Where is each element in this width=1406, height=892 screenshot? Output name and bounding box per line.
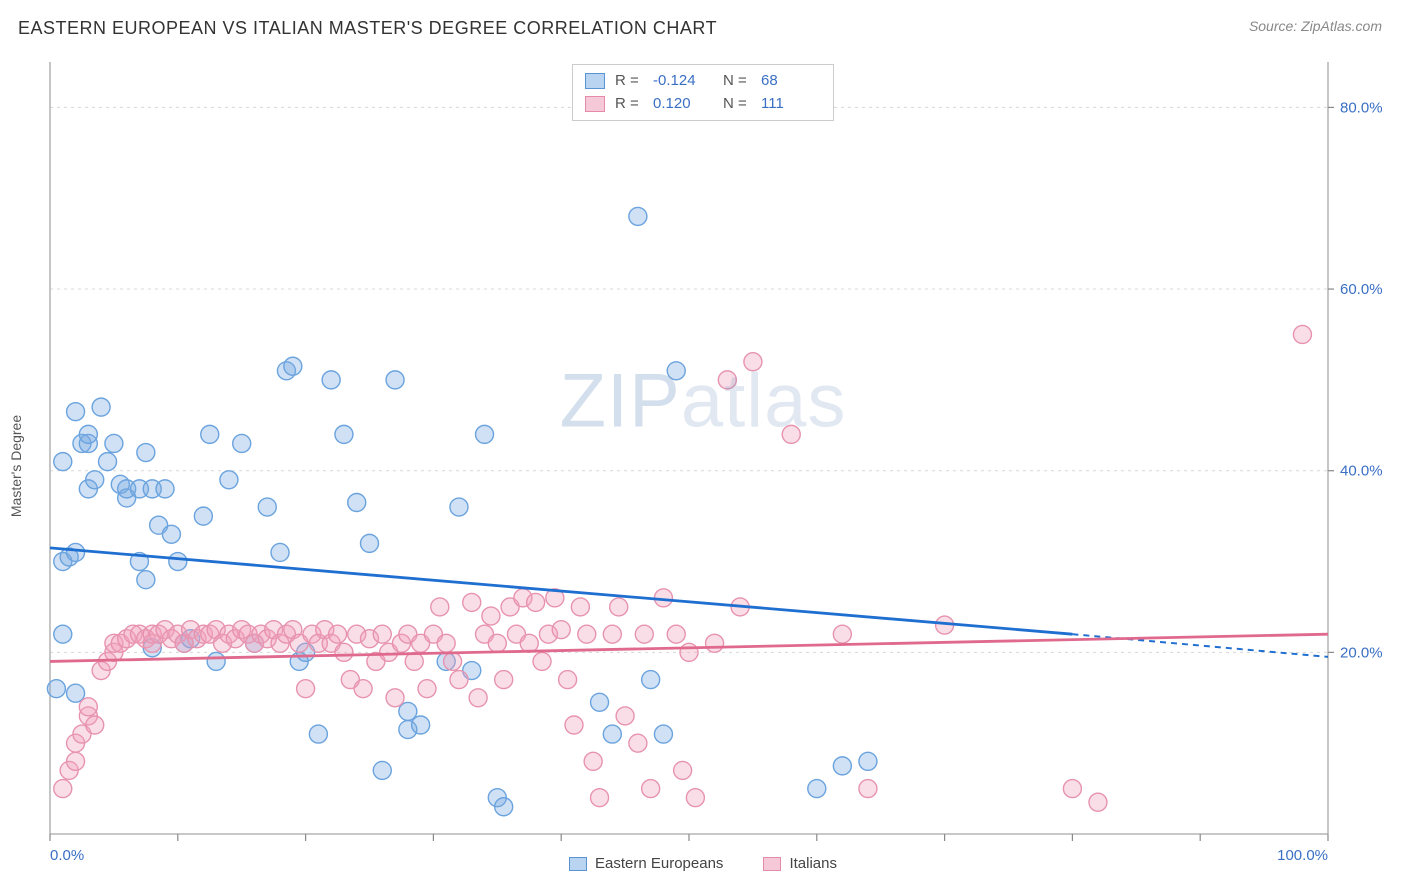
legend-swatch bbox=[763, 857, 781, 871]
correlation-legend-row: R =0.120N =111 bbox=[585, 93, 821, 116]
svg-text:60.0%: 60.0% bbox=[1340, 281, 1383, 298]
series-legend-label: Eastern Europeans bbox=[595, 855, 723, 872]
scatter-plot-svg: 0.0%100.0%20.0%40.0%60.0%80.0% bbox=[18, 58, 1388, 874]
svg-text:20.0%: 20.0% bbox=[1340, 644, 1383, 661]
legend-swatch bbox=[585, 73, 605, 89]
series-legend-item: Italians bbox=[763, 855, 837, 872]
legend-swatch bbox=[585, 96, 605, 112]
y-axis-label: Master's Degree bbox=[8, 415, 24, 517]
series-legend-item: Eastern Europeans bbox=[569, 855, 723, 872]
source-attribution: Source: ZipAtlas.com bbox=[1249, 18, 1382, 34]
svg-text:80.0%: 80.0% bbox=[1340, 99, 1383, 116]
chart-area: Master's Degree 0.0%100.0%20.0%40.0%60.0… bbox=[18, 58, 1388, 874]
series-legend: Eastern Europeans Italians bbox=[18, 855, 1388, 872]
svg-text:40.0%: 40.0% bbox=[1340, 463, 1383, 480]
series-legend-label: Italians bbox=[789, 855, 837, 872]
correlation-legend-row: R =-0.124N =68 bbox=[585, 70, 821, 93]
legend-swatch bbox=[569, 857, 587, 871]
chart-title: EASTERN EUROPEAN VS ITALIAN MASTER'S DEG… bbox=[18, 18, 717, 39]
correlation-legend: R =-0.124N =68R =0.120N =111 bbox=[572, 64, 834, 121]
